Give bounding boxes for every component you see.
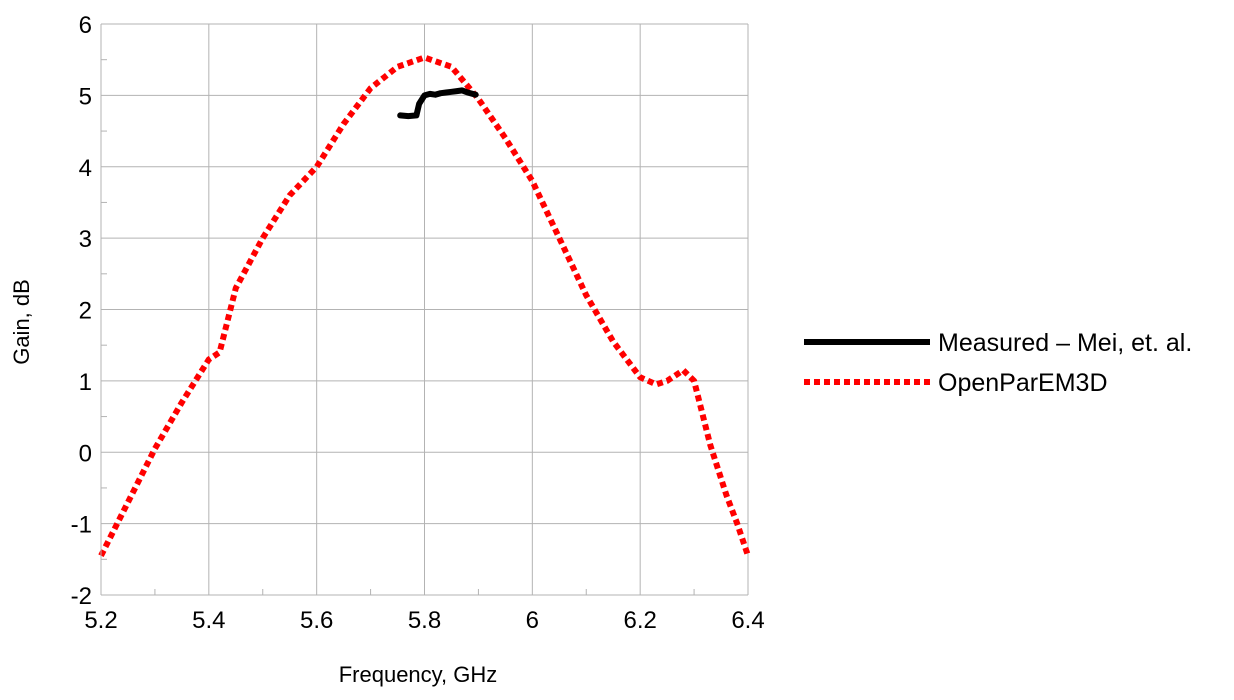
x-tick-label: 5.4	[192, 607, 225, 634]
x-tick-label: 6.4	[731, 607, 764, 634]
minor-ticks	[101, 59, 695, 595]
y-axis-title: Gain, dB	[9, 279, 34, 365]
x-tick-label: 5.2	[84, 607, 117, 634]
y-tick-label: 2	[79, 298, 92, 325]
series-line-openparem3d	[98, 54, 751, 558]
y-tick-label: -2	[71, 583, 92, 610]
x-tick-label: 5.6	[300, 607, 333, 634]
x-tick-labels: 5.2 5.4 5.6 5.8 6 6.2 6.4	[84, 607, 764, 634]
y-tick-label: 3	[79, 226, 92, 253]
x-tick-label: 6.2	[623, 607, 656, 634]
axes	[100, 24, 748, 596]
series-lines	[98, 54, 751, 558]
y-tick-label: 0	[79, 440, 92, 467]
legend: Measured – Mei, et. al. OpenParEM3D	[804, 329, 1192, 397]
y-tick-label: 6	[79, 12, 92, 39]
y-tick-labels: -2 -1 0 1 2 3 4 5 6	[71, 12, 92, 610]
y-tick-label: 5	[79, 83, 92, 110]
legend-label-measured: Measured – Mei, et. al.	[938, 329, 1192, 357]
x-tick-label: 6	[526, 607, 539, 634]
x-tick-label: 5.8	[408, 607, 441, 634]
y-tick-label: 4	[79, 155, 92, 182]
series-line-measured	[397, 87, 479, 120]
y-tick-label: 1	[79, 369, 92, 396]
grid-lines	[101, 23, 749, 595]
legend-label-openparem3d: OpenParEM3D	[938, 369, 1108, 397]
y-tick-label: -1	[71, 512, 92, 539]
x-axis-title: Frequency, GHz	[339, 662, 498, 687]
